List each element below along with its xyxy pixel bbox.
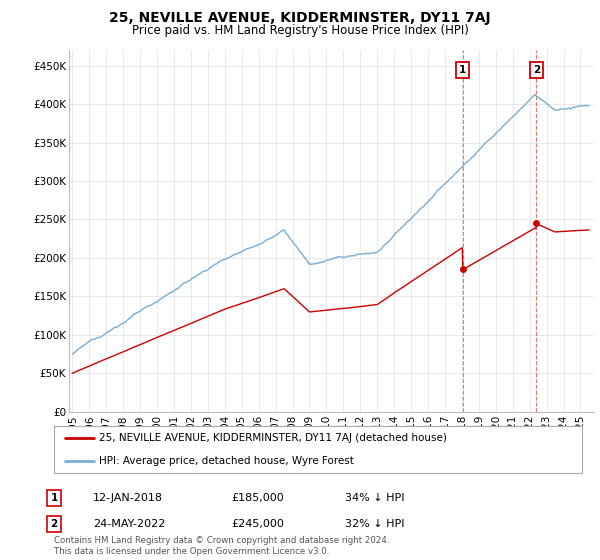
Text: 32% ↓ HPI: 32% ↓ HPI (345, 519, 404, 529)
Text: £185,000: £185,000 (231, 493, 284, 503)
Text: 2: 2 (533, 64, 540, 74)
Text: £245,000: £245,000 (231, 519, 284, 529)
Text: 1: 1 (459, 64, 466, 74)
Text: 24-MAY-2022: 24-MAY-2022 (93, 519, 166, 529)
Text: 2: 2 (50, 519, 58, 529)
Text: 25, NEVILLE AVENUE, KIDDERMINSTER, DY11 7AJ (detached house): 25, NEVILLE AVENUE, KIDDERMINSTER, DY11 … (99, 433, 447, 444)
Text: 1: 1 (50, 493, 58, 503)
Text: HPI: Average price, detached house, Wyre Forest: HPI: Average price, detached house, Wyre… (99, 456, 354, 466)
Text: Contains HM Land Registry data © Crown copyright and database right 2024.
This d: Contains HM Land Registry data © Crown c… (54, 536, 389, 556)
Text: 25, NEVILLE AVENUE, KIDDERMINSTER, DY11 7AJ: 25, NEVILLE AVENUE, KIDDERMINSTER, DY11 … (109, 11, 491, 25)
Text: Price paid vs. HM Land Registry's House Price Index (HPI): Price paid vs. HM Land Registry's House … (131, 24, 469, 36)
Text: 12-JAN-2018: 12-JAN-2018 (93, 493, 163, 503)
Text: 34% ↓ HPI: 34% ↓ HPI (345, 493, 404, 503)
